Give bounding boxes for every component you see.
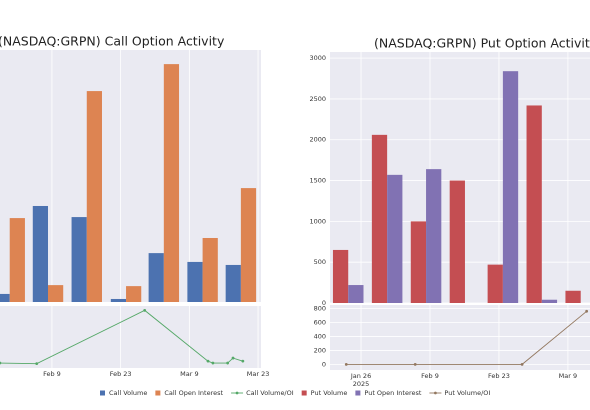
bar [348, 285, 364, 303]
bar [110, 298, 127, 302]
bar [48, 285, 64, 302]
line-marker [35, 362, 39, 366]
legend-swatch [301, 390, 307, 396]
line-marker [585, 309, 589, 313]
legend-label: Call Volume/OI [246, 389, 294, 397]
legend-label: Put Volume [311, 389, 348, 397]
bar [449, 180, 465, 303]
line-marker [226, 361, 230, 365]
y-tick-label: 2000 [309, 136, 326, 144]
bar [86, 91, 102, 303]
y-tick-label: 0 [322, 299, 326, 307]
bar [426, 169, 442, 303]
line-marker [211, 361, 215, 365]
x-tick-label: Mar 9 [559, 372, 577, 380]
legend-swatch [235, 391, 239, 395]
bar [202, 237, 218, 302]
bar [410, 221, 427, 303]
bar [0, 293, 10, 302]
legend-label: Call Open Interest [164, 389, 223, 397]
x-tick-label: Feb 9 [43, 370, 61, 378]
y-tick-label: 0 [322, 360, 326, 368]
y-tick-label: 200 [314, 346, 326, 354]
bar [502, 71, 519, 303]
x-tick-label: Feb 23 [110, 370, 132, 378]
y-tick-label: 400 [314, 332, 326, 340]
line-marker [520, 363, 524, 366]
line-marker [344, 363, 348, 366]
bar [126, 286, 142, 302]
bar [148, 253, 164, 302]
line-marker [413, 363, 417, 366]
bar [71, 217, 87, 302]
y-tick-label: 3000 [309, 54, 326, 62]
bar [526, 105, 542, 303]
bar [225, 264, 241, 302]
x-tick-label: Feb 23 [488, 372, 510, 380]
y-tick-label: 2500 [309, 95, 326, 103]
bar [387, 174, 403, 303]
x-tick-label: Jan 26 2025 [350, 372, 371, 388]
line-marker [206, 359, 210, 363]
y-tick-label: 1500 [309, 177, 326, 185]
chart-title: (NASDAQ:GRPN) Call Option Activity [0, 34, 225, 49]
bar [9, 218, 25, 302]
y-tick-label: 1000 [309, 217, 326, 225]
bar [187, 261, 203, 302]
chart-title: (NASDAQ:GRPN) Put Option Activity [374, 36, 590, 51]
legend-swatch [434, 391, 437, 395]
bar [163, 64, 180, 302]
y-tick-label: 600 [314, 318, 326, 326]
y-tick-label: 500 [314, 258, 326, 266]
bar [487, 264, 503, 303]
line-marker [0, 361, 2, 365]
bar [371, 134, 388, 303]
legend-swatch [100, 390, 105, 396]
bar [332, 249, 349, 303]
legend-swatch [355, 390, 361, 396]
line-marker [241, 359, 245, 363]
bar [541, 299, 558, 303]
plot-background [0, 306, 261, 368]
legend-swatch [155, 390, 161, 396]
x-tick-label: Mar 9 [180, 370, 198, 378]
line-marker [231, 356, 235, 360]
legend-label: Put Open Interest [364, 389, 421, 397]
legend-label: Put Volume/OI [444, 389, 490, 397]
line [346, 310, 587, 365]
y-tick-label: 800 [314, 304, 326, 312]
bar [32, 205, 49, 302]
bar [565, 290, 581, 303]
line-marker [143, 308, 147, 312]
legend-label: Call Volume [109, 389, 147, 397]
x-tick-label: Feb 9 [421, 372, 439, 380]
plot-background [330, 305, 590, 370]
x-tick-label: Mar 23 [247, 370, 270, 378]
bar [240, 188, 257, 302]
